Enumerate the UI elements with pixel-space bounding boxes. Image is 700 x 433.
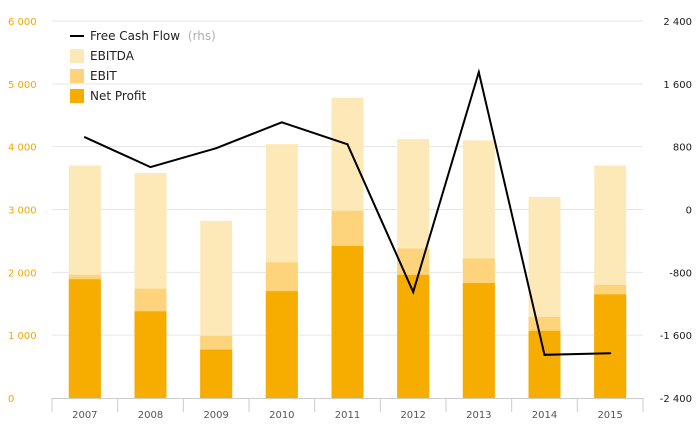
x-axis-tick-label: 2013 [466, 410, 491, 421]
left-axis-tick-label: 4 000 [8, 143, 37, 154]
x-axis-tick-label: 2014 [532, 410, 557, 421]
right-axis-tick-label: 1 600 [663, 80, 692, 91]
fcf-point-2013 [477, 71, 480, 74]
right-axis-tick-label: 2 400 [663, 17, 692, 28]
svg-text:Free Cash Flow (rhs): Free Cash Flow (rhs) [90, 29, 216, 43]
bars [68, 97, 627, 399]
left-axis-tick-label: 6 000 [8, 17, 37, 28]
bar-net-profit-2013 [462, 283, 495, 398]
bar-net-profit-2011 [331, 245, 364, 398]
bar-net-profit-2015 [594, 294, 627, 398]
legend-swatch-net-profit [70, 89, 84, 103]
bar-net-profit-2012 [397, 274, 430, 398]
bar-net-profit-2007 [68, 279, 101, 398]
fcf-point-2011 [346, 143, 349, 146]
left-axis-tick-label: 0 [8, 394, 14, 405]
legend-swatch-ebitda [70, 49, 84, 63]
legend-label-fcf: Free Cash Flow [90, 29, 180, 43]
axes: 0 1 000 2 000 3 000 4 000 5 000 6 000 -2 400 -1 … [8, 17, 692, 421]
fcf-point-2009 [215, 147, 218, 150]
left-axis-tick-label: 2 000 [8, 268, 37, 279]
legend-note-rhs: (rhs) [188, 29, 216, 43]
bar-net-profit-2010 [265, 291, 298, 398]
fcf-point-2008 [149, 166, 152, 169]
fcf-point-2015 [609, 352, 612, 355]
fcf-point-2014 [543, 353, 546, 356]
legend-label-ebit: EBIT [90, 69, 117, 83]
left-axis-tick-label: 3 000 [8, 206, 37, 217]
bar-net-profit-2008 [134, 311, 167, 398]
left-axis-tick-label: 5 000 [8, 80, 37, 91]
right-axis-tick-label: -800 [669, 268, 692, 279]
x-axis-tick-label: 2011 [335, 410, 360, 421]
legend-label-net-profit: Net Profit [90, 89, 146, 103]
x-axis-tick-label: 2007 [72, 410, 97, 421]
fcf-point-2010 [280, 121, 283, 124]
left-axis-tick-label: 1 000 [8, 331, 37, 342]
x-axis-tick-label: 2012 [400, 410, 425, 421]
right-axis-tick-label: -2 400 [660, 394, 692, 405]
right-axis-tick-label: 800 [673, 143, 692, 154]
legend-label-ebitda: EBITDA [90, 49, 135, 63]
legend: Free Cash Flow (rhs) EBITDA EBIT Net Pro… [70, 29, 216, 103]
x-axis-tick-label: 2015 [597, 410, 622, 421]
x-axis-tick-label: 2009 [203, 410, 228, 421]
x-axis-tick-label: 2010 [269, 410, 294, 421]
x-axis-tick-label: 2008 [138, 410, 163, 421]
right-axis-tick-label: -1 600 [660, 331, 692, 342]
free-cash-flow-line-layer [83, 68, 612, 356]
legend-swatch-ebit [70, 69, 84, 83]
right-axis-tick-label: 0 [686, 206, 692, 217]
fcf-point-2012 [412, 290, 415, 293]
bar-net-profit-2014 [528, 330, 561, 398]
fcf-point-2007 [83, 136, 86, 139]
bar-net-profit-2009 [200, 349, 233, 398]
